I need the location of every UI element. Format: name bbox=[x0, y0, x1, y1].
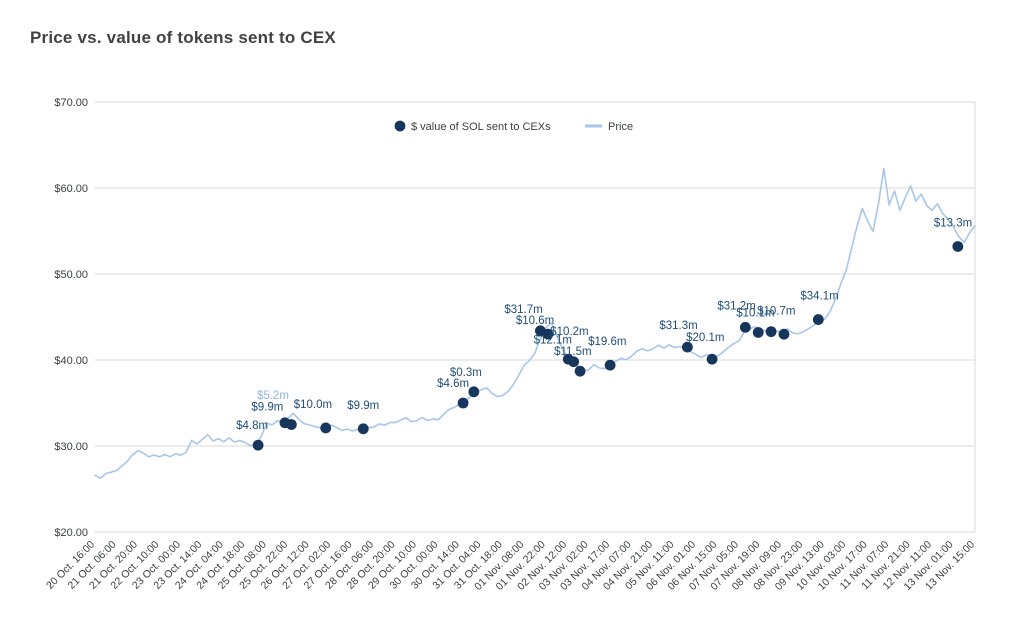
sol-to-cex-point bbox=[706, 353, 718, 365]
sol-to-cex-point-label: $31.2m bbox=[717, 300, 755, 312]
sol-to-cex-point bbox=[812, 314, 824, 325]
sol-to-cex-point bbox=[752, 327, 764, 338]
sol-to-cex-point-label: $10.6m bbox=[516, 315, 554, 327]
sol-to-cex-point bbox=[542, 328, 554, 340]
sol-to-cex-point bbox=[285, 419, 297, 430]
y-axis-label: $30.00 bbox=[54, 441, 88, 453]
sol-to-cex-point bbox=[574, 365, 586, 377]
sol-to-cex-point-label: $13.3m bbox=[934, 217, 972, 229]
legend-dot-swatch bbox=[394, 120, 406, 132]
sol-to-cex-point-label: $11.5m bbox=[554, 346, 592, 358]
legend-label-price: Price bbox=[608, 121, 633, 133]
sol-to-cex-point bbox=[952, 241, 964, 252]
y-axis-label: $60.00 bbox=[54, 183, 88, 195]
sol-to-cex-point-label: $31.7m bbox=[504, 304, 542, 316]
sol-to-cex-point bbox=[468, 386, 480, 398]
y-axis-label: $70.00 bbox=[54, 97, 88, 109]
sol-to-cex-point-label: $31.3m bbox=[659, 320, 697, 332]
sol-to-cex-point bbox=[739, 321, 751, 333]
sol-to-cex-point-label: $20.1m bbox=[686, 332, 724, 344]
sol-to-cex-point bbox=[681, 341, 693, 353]
sol-to-cex-point-label: $4.6m bbox=[437, 378, 469, 390]
sol-to-cex-point-label: $10.1m bbox=[736, 307, 774, 319]
sol-to-cex-point-label: $5.2m bbox=[257, 390, 289, 402]
sol-to-cex-point-label: $9.9m bbox=[251, 402, 283, 414]
y-axis-label: $40.00 bbox=[54, 355, 88, 367]
sol-to-cex-point bbox=[778, 328, 790, 340]
price-line bbox=[94, 167, 976, 480]
sol-to-cex-point-label: $34.1m bbox=[800, 291, 838, 303]
sol-to-cex-point-label: $10.7m bbox=[757, 306, 795, 318]
chart-title: Price vs. value of tokens sent to CEX bbox=[30, 28, 336, 47]
y-axis-label: $50.00 bbox=[54, 269, 88, 281]
sol-to-cex-point bbox=[765, 326, 777, 338]
sol-to-cex-point-label: $19.6m bbox=[588, 336, 626, 348]
sol-to-cex-point bbox=[457, 397, 469, 409]
sol-to-cex-point bbox=[320, 422, 332, 434]
y-axis-label: $20.00 bbox=[54, 527, 88, 539]
sol-to-cex-point bbox=[604, 359, 616, 371]
sol-to-cex-point bbox=[357, 423, 369, 435]
sol-to-cex-point-label: $10.2m bbox=[550, 326, 588, 338]
legend-label-sol-value: $ value of SOL sent to CEXs bbox=[411, 121, 551, 133]
sol-to-cex-point-label: $12.1m bbox=[534, 335, 572, 347]
sol-to-cex-point-label: $9.9m bbox=[347, 400, 379, 412]
sol-to-cex-point-label: $10.0m bbox=[294, 399, 332, 411]
sol-to-cex-point-label: $4.8m bbox=[236, 420, 268, 432]
sol-to-cex-point bbox=[252, 439, 264, 451]
sol-to-cex-point bbox=[568, 356, 580, 368]
sol-to-cex-point-label: $0.3m bbox=[450, 367, 482, 379]
